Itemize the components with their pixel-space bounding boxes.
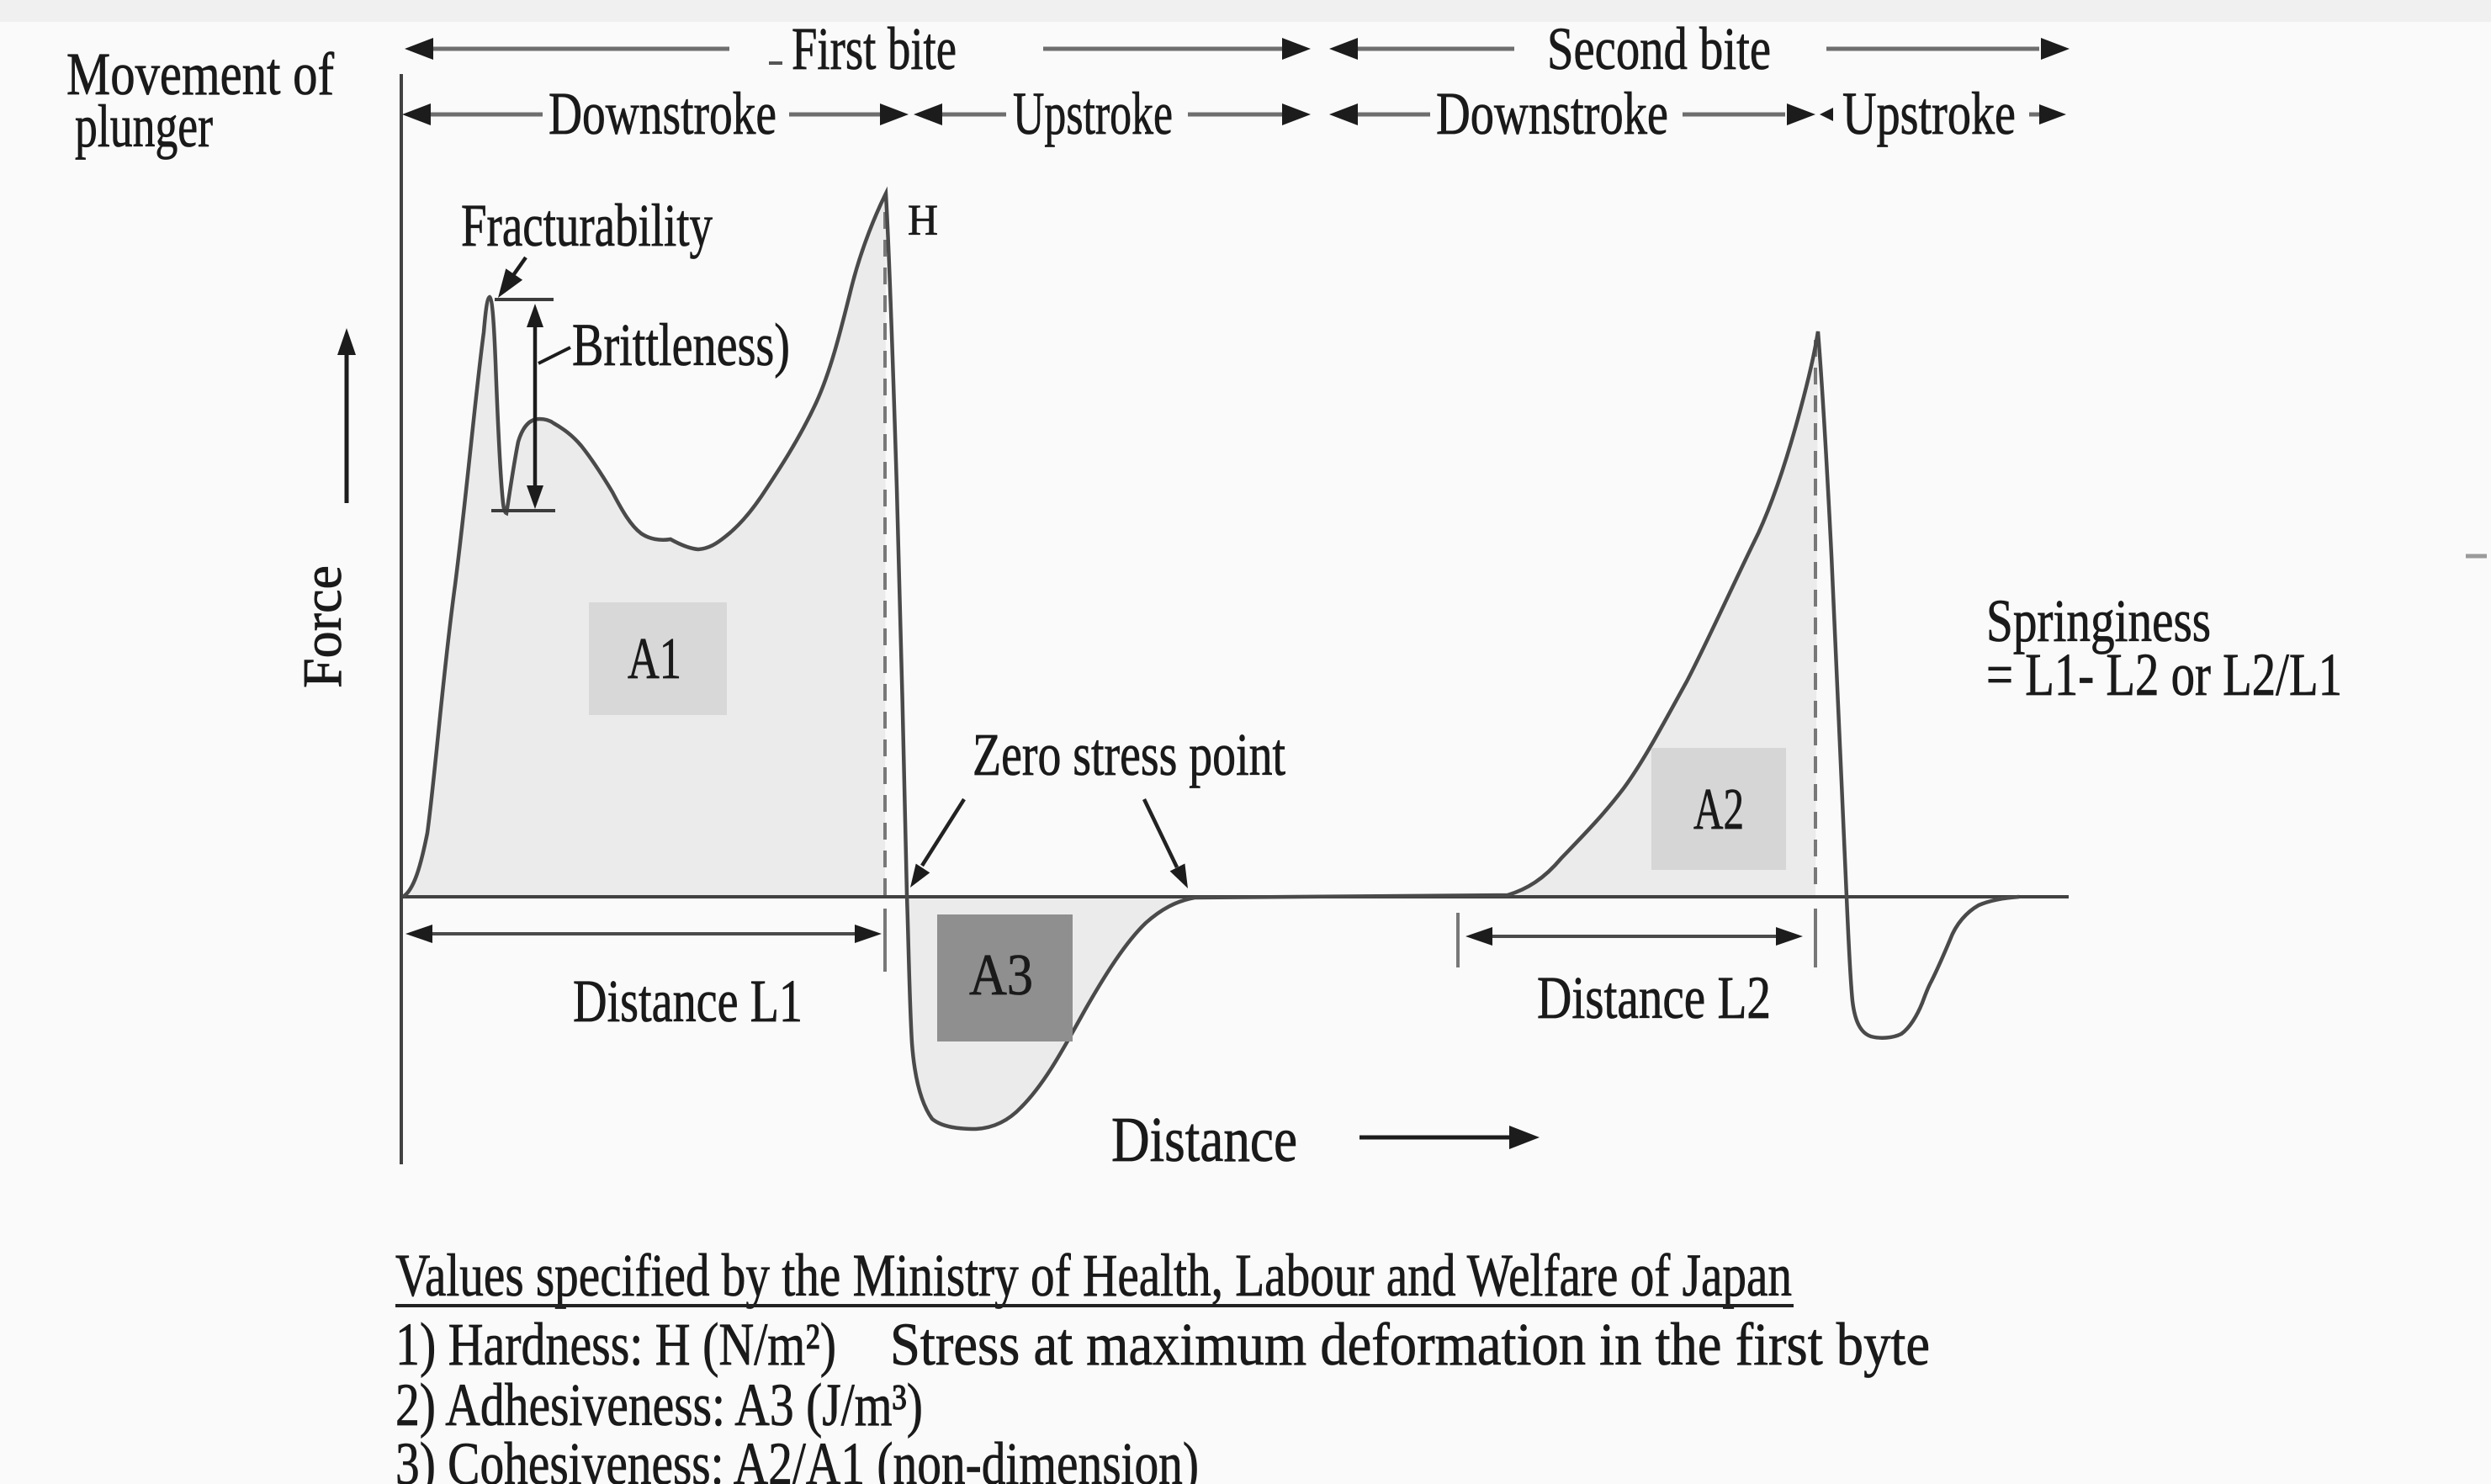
- svg-text:A3: A3: [969, 943, 1033, 1008]
- svg-text:First bite: First bite: [792, 15, 957, 82]
- svg-text:Values specified by the Minist: Values specified by the Ministry of Heal…: [395, 1242, 1792, 1309]
- svg-text:Movement of: Movement of: [66, 40, 334, 108]
- svg-text:Distance L2: Distance L2: [1537, 964, 1771, 1031]
- svg-text:Second bite: Second bite: [1547, 15, 1771, 82]
- svg-text:3) Cohesiveness: A2/A1 (non-di: 3) Cohesiveness: A2/A1 (non-dimension): [395, 1430, 1199, 1484]
- svg-text:1) Hardness: H (N/m²): 1) Hardness: H (N/m²): [395, 1311, 836, 1378]
- svg-text:Fracturability: Fracturability: [461, 192, 713, 259]
- svg-text:Brittleness): Brittleness): [572, 311, 790, 379]
- svg-text:Stress at maximum deformation: Stress at maximum deformation in the fir…: [890, 1311, 1930, 1378]
- svg-text:Upstroke: Upstroke: [1842, 80, 2016, 147]
- svg-text:Distance: Distance: [1111, 1105, 1297, 1175]
- svg-text:Zero stress point: Zero stress point: [973, 721, 1285, 788]
- svg-text:Springiness: Springiness: [1986, 587, 2211, 655]
- svg-text:plunger: plunger: [75, 93, 213, 160]
- svg-text:A1: A1: [628, 627, 681, 692]
- svg-text:Distance L1: Distance L1: [573, 967, 803, 1035]
- svg-text:Downstroke: Downstroke: [1436, 80, 1668, 147]
- svg-text:A2: A2: [1693, 777, 1744, 842]
- svg-text:Force: Force: [292, 565, 353, 688]
- svg-text:Downstroke: Downstroke: [549, 80, 776, 147]
- svg-text:H: H: [908, 197, 938, 245]
- svg-text:= L1- L2 or L2/L1: = L1- L2 or L2/L1: [1986, 641, 2342, 708]
- svg-text:Upstroke: Upstroke: [1013, 80, 1173, 147]
- svg-text:2) Adhesiveness: A3 (J/m³): 2) Adhesiveness: A3 (J/m³): [395, 1371, 923, 1439]
